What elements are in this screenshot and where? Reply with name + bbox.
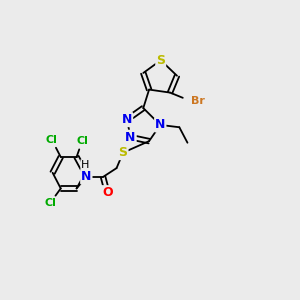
Text: Cl: Cl: [44, 198, 56, 208]
Text: Cl: Cl: [76, 136, 88, 146]
Text: N: N: [155, 118, 165, 131]
Text: S: S: [156, 54, 165, 67]
Text: O: O: [102, 186, 112, 199]
Text: N: N: [122, 113, 132, 126]
Text: Br: Br: [191, 96, 205, 106]
Text: N: N: [125, 131, 136, 144]
Text: H: H: [81, 160, 89, 170]
Text: S: S: [118, 146, 127, 159]
Text: N: N: [81, 170, 92, 183]
Text: Cl: Cl: [46, 135, 58, 145]
